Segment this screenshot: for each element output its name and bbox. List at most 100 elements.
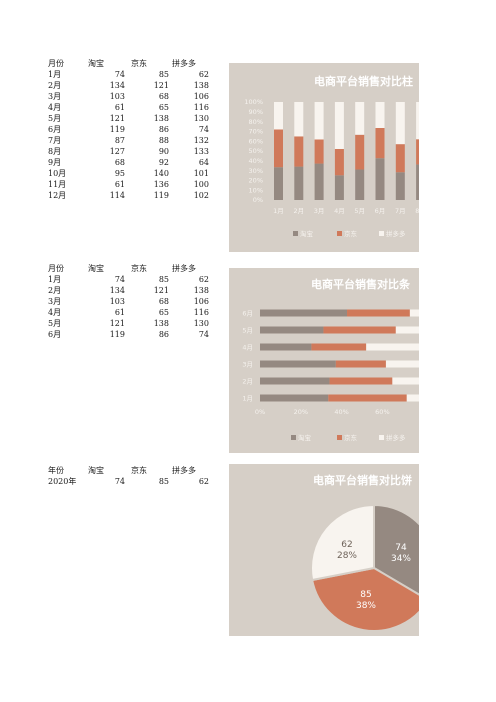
table1-label-cell: 12月 — [48, 191, 67, 200]
table3-label-cell: 2020年 — [48, 477, 77, 486]
bar-segment-1 — [311, 343, 367, 351]
table2-value-cell: 130 — [193, 319, 209, 328]
table1-value-cell: 86 — [158, 125, 169, 134]
table1-value-cell: 62 — [198, 70, 209, 79]
table2-value-cell: 138 — [193, 286, 209, 295]
column-segment-0 — [395, 172, 405, 200]
table1-value-cell: 116 — [193, 103, 209, 112]
table1-label-cell: 2月 — [48, 81, 62, 90]
table1-label-cell: 6月 — [48, 125, 62, 134]
table1-value-cell: 127 — [109, 147, 125, 156]
table1-value-cell: 134 — [109, 81, 125, 90]
table1-value-cell: 130 — [193, 114, 209, 123]
bar-segment-2 — [409, 309, 419, 317]
column-segment-2 — [274, 102, 283, 130]
legend-label: 淘宝 — [298, 433, 312, 442]
pie-percent-label: 34% — [391, 554, 411, 564]
legend-swatch-0 — [293, 231, 298, 236]
table1-value-cell: 114 — [109, 191, 125, 200]
bar-segment-2 — [385, 360, 419, 368]
bar-segment-1 — [347, 309, 410, 317]
table2-label-cell: 5月 — [48, 319, 62, 328]
pie-value-label: 85 — [360, 590, 371, 600]
y-tick-label: 60% — [249, 137, 263, 145]
table1-value-cell: 121 — [109, 114, 125, 123]
pie-value-label: 62 — [341, 540, 352, 550]
table1-label-cell: 5月 — [48, 114, 62, 123]
table1-label-cell: 7月 — [48, 136, 62, 145]
table3-header-cell: 京东 — [131, 466, 147, 475]
legend-label: 京东 — [344, 229, 358, 238]
x-tick-label: 5月 — [354, 207, 365, 215]
bar-segment-2 — [392, 377, 419, 385]
x-tick-label: 4月 — [334, 207, 345, 215]
pie-value-label: 74 — [395, 543, 407, 553]
column-segment-1 — [395, 144, 405, 173]
legend-label: 拼多多 — [386, 433, 406, 442]
y-tick-label: 20% — [249, 177, 263, 185]
table1-value-cell: 121 — [153, 81, 169, 90]
table2-value-cell: 138 — [153, 319, 169, 328]
table2-value-cell: 61 — [114, 308, 125, 317]
table2-label-cell: 1月 — [48, 275, 62, 284]
table1-value-cell: 65 — [158, 103, 169, 112]
table2-value-cell: 119 — [109, 330, 125, 339]
table1-value-cell: 100 — [193, 180, 209, 189]
y-tick-label: 40% — [249, 157, 263, 165]
bar-segment-0 — [260, 326, 324, 334]
table1-label-cell: 11月 — [48, 180, 67, 189]
table1-header-cell: 月份 — [48, 59, 64, 68]
bar-segment-2 — [366, 343, 419, 351]
table2-value-cell: 103 — [109, 297, 125, 306]
table1-header-cell: 京东 — [131, 59, 147, 68]
x-tick-label: 2月 — [293, 207, 304, 215]
bar-segment-0 — [260, 360, 336, 368]
table3-value-cell: 62 — [198, 477, 209, 486]
table1-value-cell: 119 — [153, 191, 169, 200]
table2-header-cell: 京东 — [131, 264, 147, 273]
table2-value-cell: 134 — [109, 286, 125, 295]
y-tick-label: 1月 — [242, 394, 253, 402]
bar-chart-panel: 电商平台销售对比条 6月 5月 4月 3月 2月 1月 0% 20% 40% 60% 淘宝 京东 拼多多 — [229, 268, 419, 453]
table1-value-cell: 138 — [193, 81, 209, 90]
table2-value-cell: 65 — [158, 308, 169, 317]
table1-label-cell: 8月 — [48, 147, 62, 156]
column-segment-1 — [274, 129, 283, 168]
y-tick-label: 70% — [249, 128, 263, 136]
x-tick-label: 3月 — [314, 207, 325, 215]
bar-chart-title: 电商平台销售对比条 — [311, 277, 411, 291]
column-segment-2 — [294, 102, 304, 137]
table1-value-cell: 133 — [193, 147, 209, 156]
x-tick-label: 6月 — [375, 207, 386, 215]
table1-value-cell: 136 — [153, 180, 169, 189]
legend-swatch-0 — [291, 435, 296, 440]
column-chart-title: 电商平台销售对比柱 — [314, 74, 413, 88]
table3-value-cell: 74 — [114, 477, 125, 486]
x-tick-label: 60% — [375, 408, 389, 416]
table1-value-cell: 119 — [109, 125, 125, 134]
column-segment-2 — [314, 102, 324, 140]
bar-chart: 电商平台销售对比条 6月 5月 4月 3月 2月 1月0% 20% 40% 60% 淘宝 京东 拼多多 — [242, 277, 419, 442]
table3-header-cell: 年份 — [48, 466, 64, 475]
table1-label-cell: 4月 — [48, 103, 62, 112]
y-tick-label: 4月 — [242, 343, 253, 351]
legend-label: 淘宝 — [300, 229, 314, 238]
table1-value-cell: 74 — [198, 125, 209, 134]
legend-label: 拼多多 — [386, 229, 406, 238]
bar-segment-0 — [260, 377, 330, 385]
column-segment-1 — [334, 148, 344, 176]
table2-header-cell: 淘宝 — [88, 264, 104, 273]
column-segment-0 — [274, 167, 283, 200]
bar-segment-1 — [329, 377, 393, 385]
table2-header-cell: 拼多多 — [172, 264, 196, 273]
table2-value-cell: 121 — [109, 319, 125, 328]
column-segment-1 — [375, 127, 385, 159]
table2-label-cell: 2月 — [48, 286, 62, 295]
legend-swatch-2 — [379, 435, 384, 440]
column-segment-2 — [355, 102, 365, 135]
table1-value-cell: 132 — [193, 136, 209, 145]
table1-value-cell: 106 — [193, 92, 209, 101]
bar-segment-1 — [323, 326, 396, 334]
column-segment-2 — [395, 102, 405, 145]
